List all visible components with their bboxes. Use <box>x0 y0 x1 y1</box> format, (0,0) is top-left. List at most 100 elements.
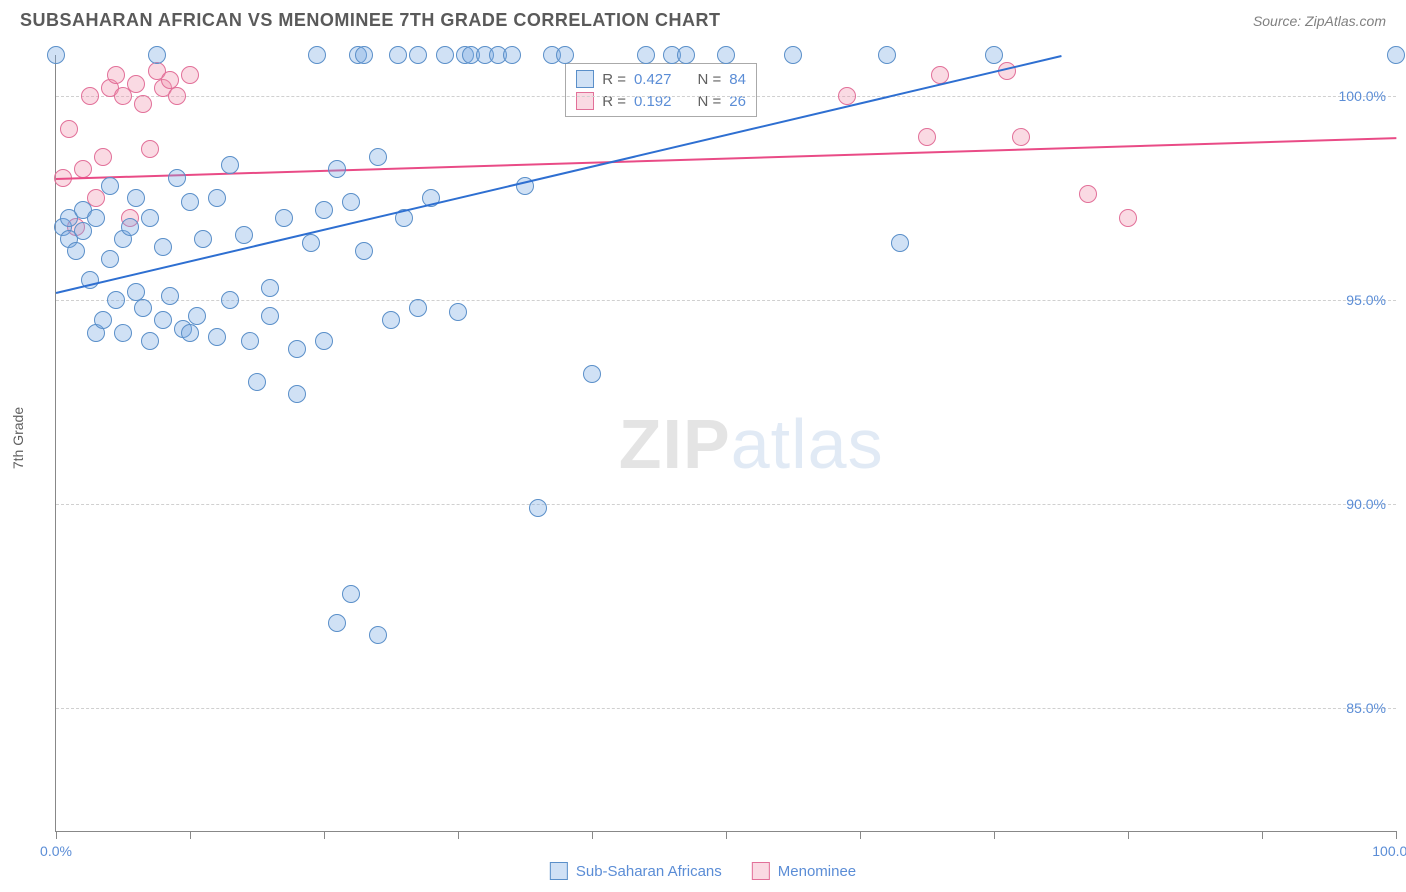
stats-row-menominee: R = 0.192 N = 26 <box>576 90 746 112</box>
scatter-point-menominee <box>60 120 78 138</box>
scatter-point-menominee <box>181 66 199 84</box>
x-tick <box>592 831 593 839</box>
scatter-point-subsaharan <box>241 332 259 350</box>
x-tick <box>1262 831 1263 839</box>
x-tick <box>994 831 995 839</box>
legend-item-subsaharan: Sub-Saharan Africans <box>550 862 722 880</box>
trend-line-menominee <box>56 137 1396 180</box>
plot-area: ZIPatlas R = 0.427 N = 84 R = 0.192 N = … <box>55 55 1396 832</box>
scatter-point-subsaharan <box>275 209 293 227</box>
scatter-point-subsaharan <box>409 46 427 64</box>
scatter-point-subsaharan <box>342 585 360 603</box>
watermark: ZIPatlas <box>619 404 884 484</box>
scatter-point-subsaharan <box>188 307 206 325</box>
stats-row-subsaharan: R = 0.427 N = 84 <box>576 68 746 90</box>
x-tick <box>726 831 727 839</box>
x-tick <box>1396 831 1397 839</box>
chart-title: SUBSAHARAN AFRICAN VS MENOMINEE 7TH GRAD… <box>20 10 721 31</box>
r-value-1: 0.427 <box>634 71 672 88</box>
scatter-point-subsaharan <box>141 332 159 350</box>
scatter-point-subsaharan <box>47 46 65 64</box>
x-tick <box>860 831 861 839</box>
scatter-point-menominee <box>127 75 145 93</box>
y-tick-label: 95.0% <box>1346 292 1386 308</box>
scatter-point-subsaharan <box>161 287 179 305</box>
swatch-menominee <box>576 92 594 110</box>
scatter-point-menominee <box>838 87 856 105</box>
scatter-point-menominee <box>141 140 159 158</box>
scatter-point-subsaharan <box>208 189 226 207</box>
n-label-1: N = <box>698 71 722 88</box>
scatter-point-subsaharan <box>637 46 655 64</box>
watermark-atlas: atlas <box>731 405 884 483</box>
scatter-point-subsaharan <box>107 291 125 309</box>
scatter-point-menominee <box>107 66 125 84</box>
scatter-point-subsaharan <box>181 324 199 342</box>
scatter-point-subsaharan <box>449 303 467 321</box>
swatch-subsaharan <box>576 70 594 88</box>
x-tick-label: 0.0% <box>40 843 72 859</box>
x-tick <box>458 831 459 839</box>
scatter-point-subsaharan <box>288 385 306 403</box>
y-axis-label: 7th Grade <box>10 407 26 469</box>
scatter-point-menominee <box>81 87 99 105</box>
watermark-zip: ZIP <box>619 405 731 483</box>
scatter-point-menominee <box>94 148 112 166</box>
scatter-point-subsaharan <box>154 238 172 256</box>
scatter-point-subsaharan <box>141 209 159 227</box>
x-tick <box>190 831 191 839</box>
scatter-point-subsaharan <box>382 311 400 329</box>
y-tick-label: 90.0% <box>1346 496 1386 512</box>
grid-line-y <box>56 708 1396 709</box>
scatter-point-subsaharan <box>221 156 239 174</box>
grid-line-y <box>56 96 1396 97</box>
scatter-point-menominee <box>1079 185 1097 203</box>
legend-item-menominee: Menominee <box>752 862 856 880</box>
scatter-point-subsaharan <box>221 291 239 309</box>
bottom-legend: Sub-Saharan Africans Menominee <box>550 862 856 880</box>
scatter-point-subsaharan <box>101 177 119 195</box>
scatter-point-subsaharan <box>181 193 199 211</box>
scatter-point-subsaharan <box>94 311 112 329</box>
scatter-point-subsaharan <box>355 242 373 260</box>
scatter-point-subsaharan <box>168 169 186 187</box>
scatter-point-menominee <box>1119 209 1137 227</box>
scatter-point-subsaharan <box>328 614 346 632</box>
scatter-point-subsaharan <box>127 189 145 207</box>
scatter-point-subsaharan <box>127 283 145 301</box>
scatter-point-subsaharan <box>208 328 226 346</box>
scatter-point-menominee <box>134 95 152 113</box>
scatter-point-subsaharan <box>1387 46 1405 64</box>
grid-line-y <box>56 504 1396 505</box>
scatter-point-menominee <box>1012 128 1030 146</box>
scatter-point-subsaharan <box>302 234 320 252</box>
scatter-point-subsaharan <box>134 299 152 317</box>
scatter-point-subsaharan <box>87 209 105 227</box>
legend-label-menominee: Menominee <box>778 863 856 880</box>
chart-header: SUBSAHARAN AFRICAN VS MENOMINEE 7TH GRAD… <box>0 0 1406 41</box>
n-value-1: 84 <box>729 71 746 88</box>
scatter-point-subsaharan <box>985 46 1003 64</box>
legend-label-subsaharan: Sub-Saharan Africans <box>576 863 722 880</box>
scatter-point-subsaharan <box>308 46 326 64</box>
scatter-point-menominee <box>918 128 936 146</box>
x-tick-label: 100.0% <box>1372 843 1406 859</box>
legend-swatch-menominee <box>752 862 770 880</box>
scatter-point-subsaharan <box>355 46 373 64</box>
scatter-point-subsaharan <box>369 148 387 166</box>
x-tick <box>56 831 57 839</box>
scatter-point-subsaharan <box>154 311 172 329</box>
scatter-point-subsaharan <box>261 307 279 325</box>
scatter-point-subsaharan <box>409 299 427 317</box>
scatter-point-subsaharan <box>261 279 279 297</box>
scatter-point-subsaharan <box>529 499 547 517</box>
scatter-point-subsaharan <box>878 46 896 64</box>
scatter-point-subsaharan <box>677 46 695 64</box>
scatter-point-subsaharan <box>389 46 407 64</box>
scatter-point-subsaharan <box>148 46 166 64</box>
scatter-point-subsaharan <box>891 234 909 252</box>
scatter-point-subsaharan <box>194 230 212 248</box>
scatter-point-menominee <box>161 71 179 89</box>
scatter-point-subsaharan <box>121 218 139 236</box>
scatter-point-subsaharan <box>288 340 306 358</box>
